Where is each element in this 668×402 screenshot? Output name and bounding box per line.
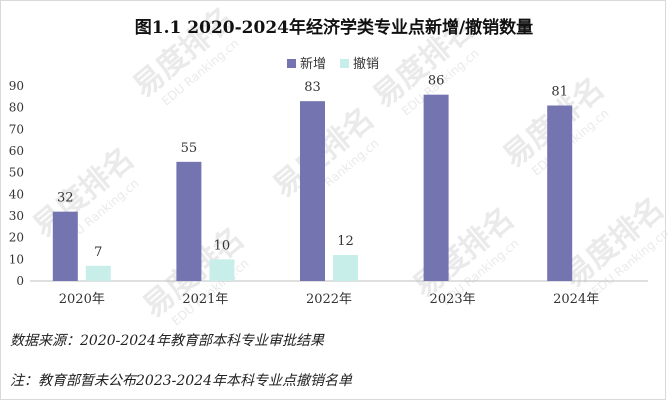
x-tick-label: 2024年 xyxy=(553,292,599,307)
bar-added xyxy=(547,105,573,281)
x-tick-label: 2023年 xyxy=(430,292,476,307)
chart-title: 图1.1 2020-2024年经济学类专业点新增/撤销数量 xyxy=(135,17,533,38)
legend-swatch xyxy=(287,59,296,68)
y-tick-label: 70 xyxy=(9,122,24,136)
y-tick-label: 20 xyxy=(9,231,24,245)
x-tick-label: 2022年 xyxy=(306,292,352,307)
data-label: 55 xyxy=(181,141,198,156)
data-label: 81 xyxy=(551,85,568,100)
y-tick-label: 60 xyxy=(9,144,24,158)
data-label: 83 xyxy=(304,80,321,95)
data-label: 86 xyxy=(428,74,445,89)
bar-added xyxy=(300,101,325,282)
y-tick-label: 90 xyxy=(9,79,24,93)
y-tick-label: 50 xyxy=(9,166,24,180)
y-tick-label: 30 xyxy=(9,209,24,223)
footnote: 注：教育部暂未公布2023-2024年本科专业点撤销名单 xyxy=(10,373,352,389)
data-label: 7 xyxy=(94,245,102,260)
y-tick-label: 40 xyxy=(9,187,24,201)
legend-swatch xyxy=(340,59,349,68)
x-tick-label: 2021年 xyxy=(182,292,228,307)
data-label: 32 xyxy=(57,191,74,206)
bar-removed xyxy=(85,265,111,281)
y-tick-label: 0 xyxy=(16,274,24,288)
bar-added xyxy=(423,94,449,282)
legend-label: 新增 xyxy=(300,56,326,72)
x-tick-label: 2020年 xyxy=(59,292,105,307)
bar-removed xyxy=(209,259,235,281)
data-label: 10 xyxy=(214,238,231,253)
bar-added xyxy=(52,211,78,281)
y-tick-label: 80 xyxy=(9,101,24,115)
data-label: 12 xyxy=(337,234,354,249)
legend-label: 撤销 xyxy=(353,56,379,72)
bar-removed xyxy=(333,255,358,281)
y-tick-label: 10 xyxy=(9,252,24,266)
bar-added xyxy=(176,161,202,281)
data-source-note: 数据来源：2020-2024年教育部本科专业审批结果 xyxy=(10,333,324,349)
